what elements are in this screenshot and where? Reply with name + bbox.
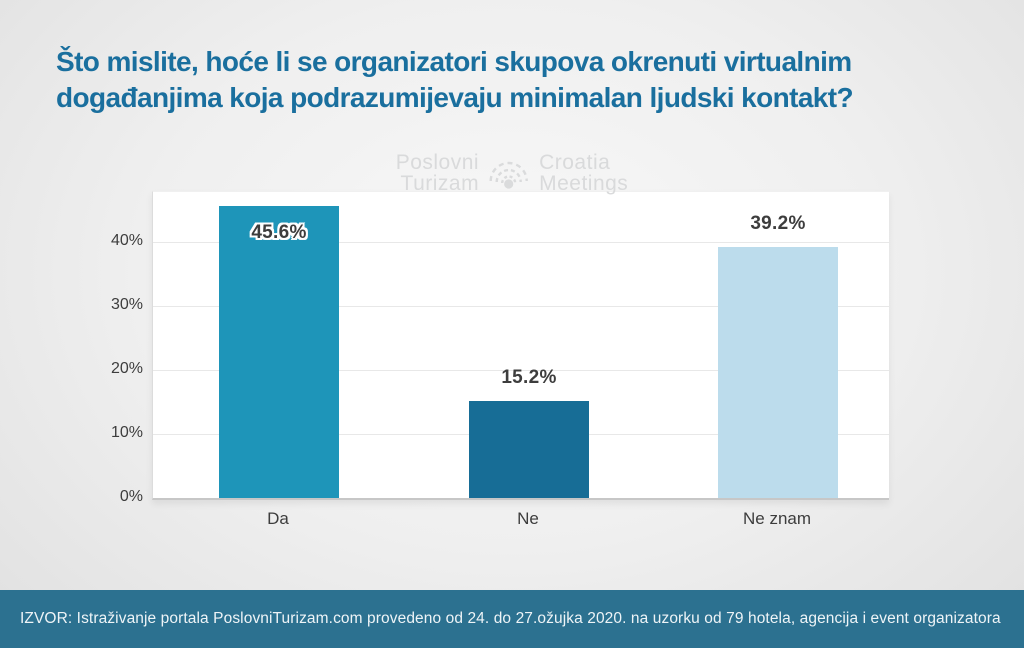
bar-ne-value-label: 15.2% [501,367,557,388]
gridline-40 [153,242,889,243]
radar-signal-icon [489,161,529,189]
page-title-line2: događanjima koja podrazumijevaju minimal… [56,82,854,113]
watermark-left-text: Poslovni Turizam [396,152,479,194]
y-tick-0: 0% [119,488,143,505]
plot-area: 45.6% 15.2% 39.2% [152,191,889,500]
bar-ne-znam [718,247,838,498]
bar-da [219,206,339,498]
gridline-30 [153,306,889,307]
x-label-ne-znam: Ne znam [742,509,812,528]
bar-da-value-label: 45.6% [251,222,307,243]
bar-group-ne-znam: 39.2% [718,192,838,498]
bar-ne [469,401,589,498]
watermark-poslovni: Poslovni [395,151,480,174]
x-label-da: Da [267,509,289,528]
page-title: Što mislite, hoće li se organizatori sku… [56,44,968,116]
y-axis-tick-labels: 0% 10% 20% 30% 40% [0,191,143,505]
y-tick-30: 30% [110,296,143,313]
y-tick-40: 40% [110,232,143,249]
footer: IZVOR: Istraživanje portala PoslovniTuri… [0,590,1024,648]
bar-group-da: 45.6% [219,192,339,498]
watermark-logo: Poslovni Turizam Croatia Meetings [396,151,629,195]
page-title-line1: Što mislite, hoće li se organizatori sku… [56,46,852,77]
y-tick-20: 20% [110,360,143,377]
watermark-right-text: Croatia Meetings [539,152,628,194]
bar-group-ne: 15.2% [469,192,589,498]
gridline-20 [153,370,889,371]
source-text: IZVOR: Istraživanje portala PoslovniTuri… [20,610,1001,627]
x-label-ne: Ne [517,509,539,528]
watermark-croatia: Croatia [539,151,611,174]
x-axis-category-labels: Da Ne Ne znam [152,509,888,533]
y-tick-10: 10% [110,424,143,441]
bar-ne-znam-value-label: 39.2% [750,213,806,234]
